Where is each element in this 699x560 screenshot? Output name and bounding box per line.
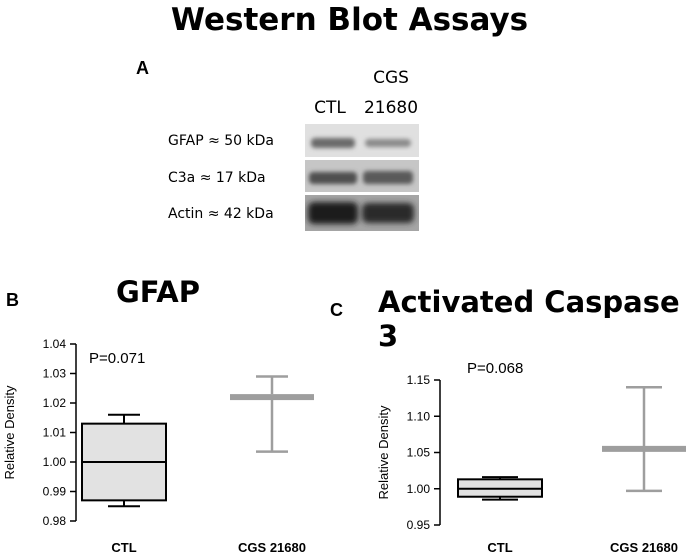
caspase-p-value: P=0.068	[467, 360, 523, 377]
gfap-y-tick-label: 1.02	[43, 396, 67, 410]
gfap-box-1	[230, 394, 314, 401]
caspase-y-tick-label: 1.10	[407, 409, 431, 423]
gfap-y-tick-label: 0.98	[43, 514, 67, 528]
gfap-x-label-1: CGS 21680	[238, 540, 306, 555]
page-title: Western Blot Assays	[170, 2, 529, 38]
panel-a-letter: A	[136, 58, 149, 78]
caspase-x-label-0: CTL	[487, 540, 512, 555]
gfap-x-label-0: CTL	[111, 540, 136, 555]
blot-strip-c3a	[305, 160, 419, 192]
caspase-y-tick-label: 1.05	[407, 446, 431, 460]
chart-title-caspase: Activated Caspase 3	[378, 285, 680, 353]
lane-label-ctl: CTL	[314, 98, 346, 118]
caspase-box-1	[602, 445, 686, 452]
gfap-p-value: P=0.071	[89, 350, 145, 367]
caspase-y-tick-label: 1.15	[407, 373, 431, 387]
chart-title-gfap: GFAP	[116, 275, 200, 309]
caspase-y-tick-label: 0.95	[407, 518, 431, 532]
panel-b-letter: B	[6, 290, 19, 310]
blot-strip-gfap	[305, 124, 419, 157]
gfap-y-tick-label: 0.99	[43, 485, 67, 499]
panel-c-letter: C	[330, 300, 343, 320]
band-label-actin: Actin ≈ 42 kDa	[168, 206, 274, 222]
gfap-y-tick-label: 1.00	[43, 455, 67, 469]
gfap-y-axis-label: Relative Density	[2, 385, 17, 479]
lane-label-21680: 21680	[363, 98, 419, 118]
gfap-y-tick-label: 1.03	[43, 367, 67, 381]
blot-strip-actin	[305, 195, 419, 231]
band-label-c3a: C3a ≈ 17 kDa	[168, 170, 266, 186]
lane-label-cgs: CGS	[373, 68, 409, 88]
caspase-y-tick-label: 1.00	[407, 482, 431, 496]
gfap-y-tick-label: 1.04	[43, 337, 67, 351]
gfap-y-tick-label: 1.01	[43, 426, 67, 440]
caspase-x-label-1: CGS 21680	[610, 540, 678, 555]
band-label-gfap: GFAP ≈ 50 kDa	[168, 133, 274, 149]
western-blot-image	[305, 124, 419, 231]
caspase-y-axis-label: Relative Density	[376, 405, 391, 499]
